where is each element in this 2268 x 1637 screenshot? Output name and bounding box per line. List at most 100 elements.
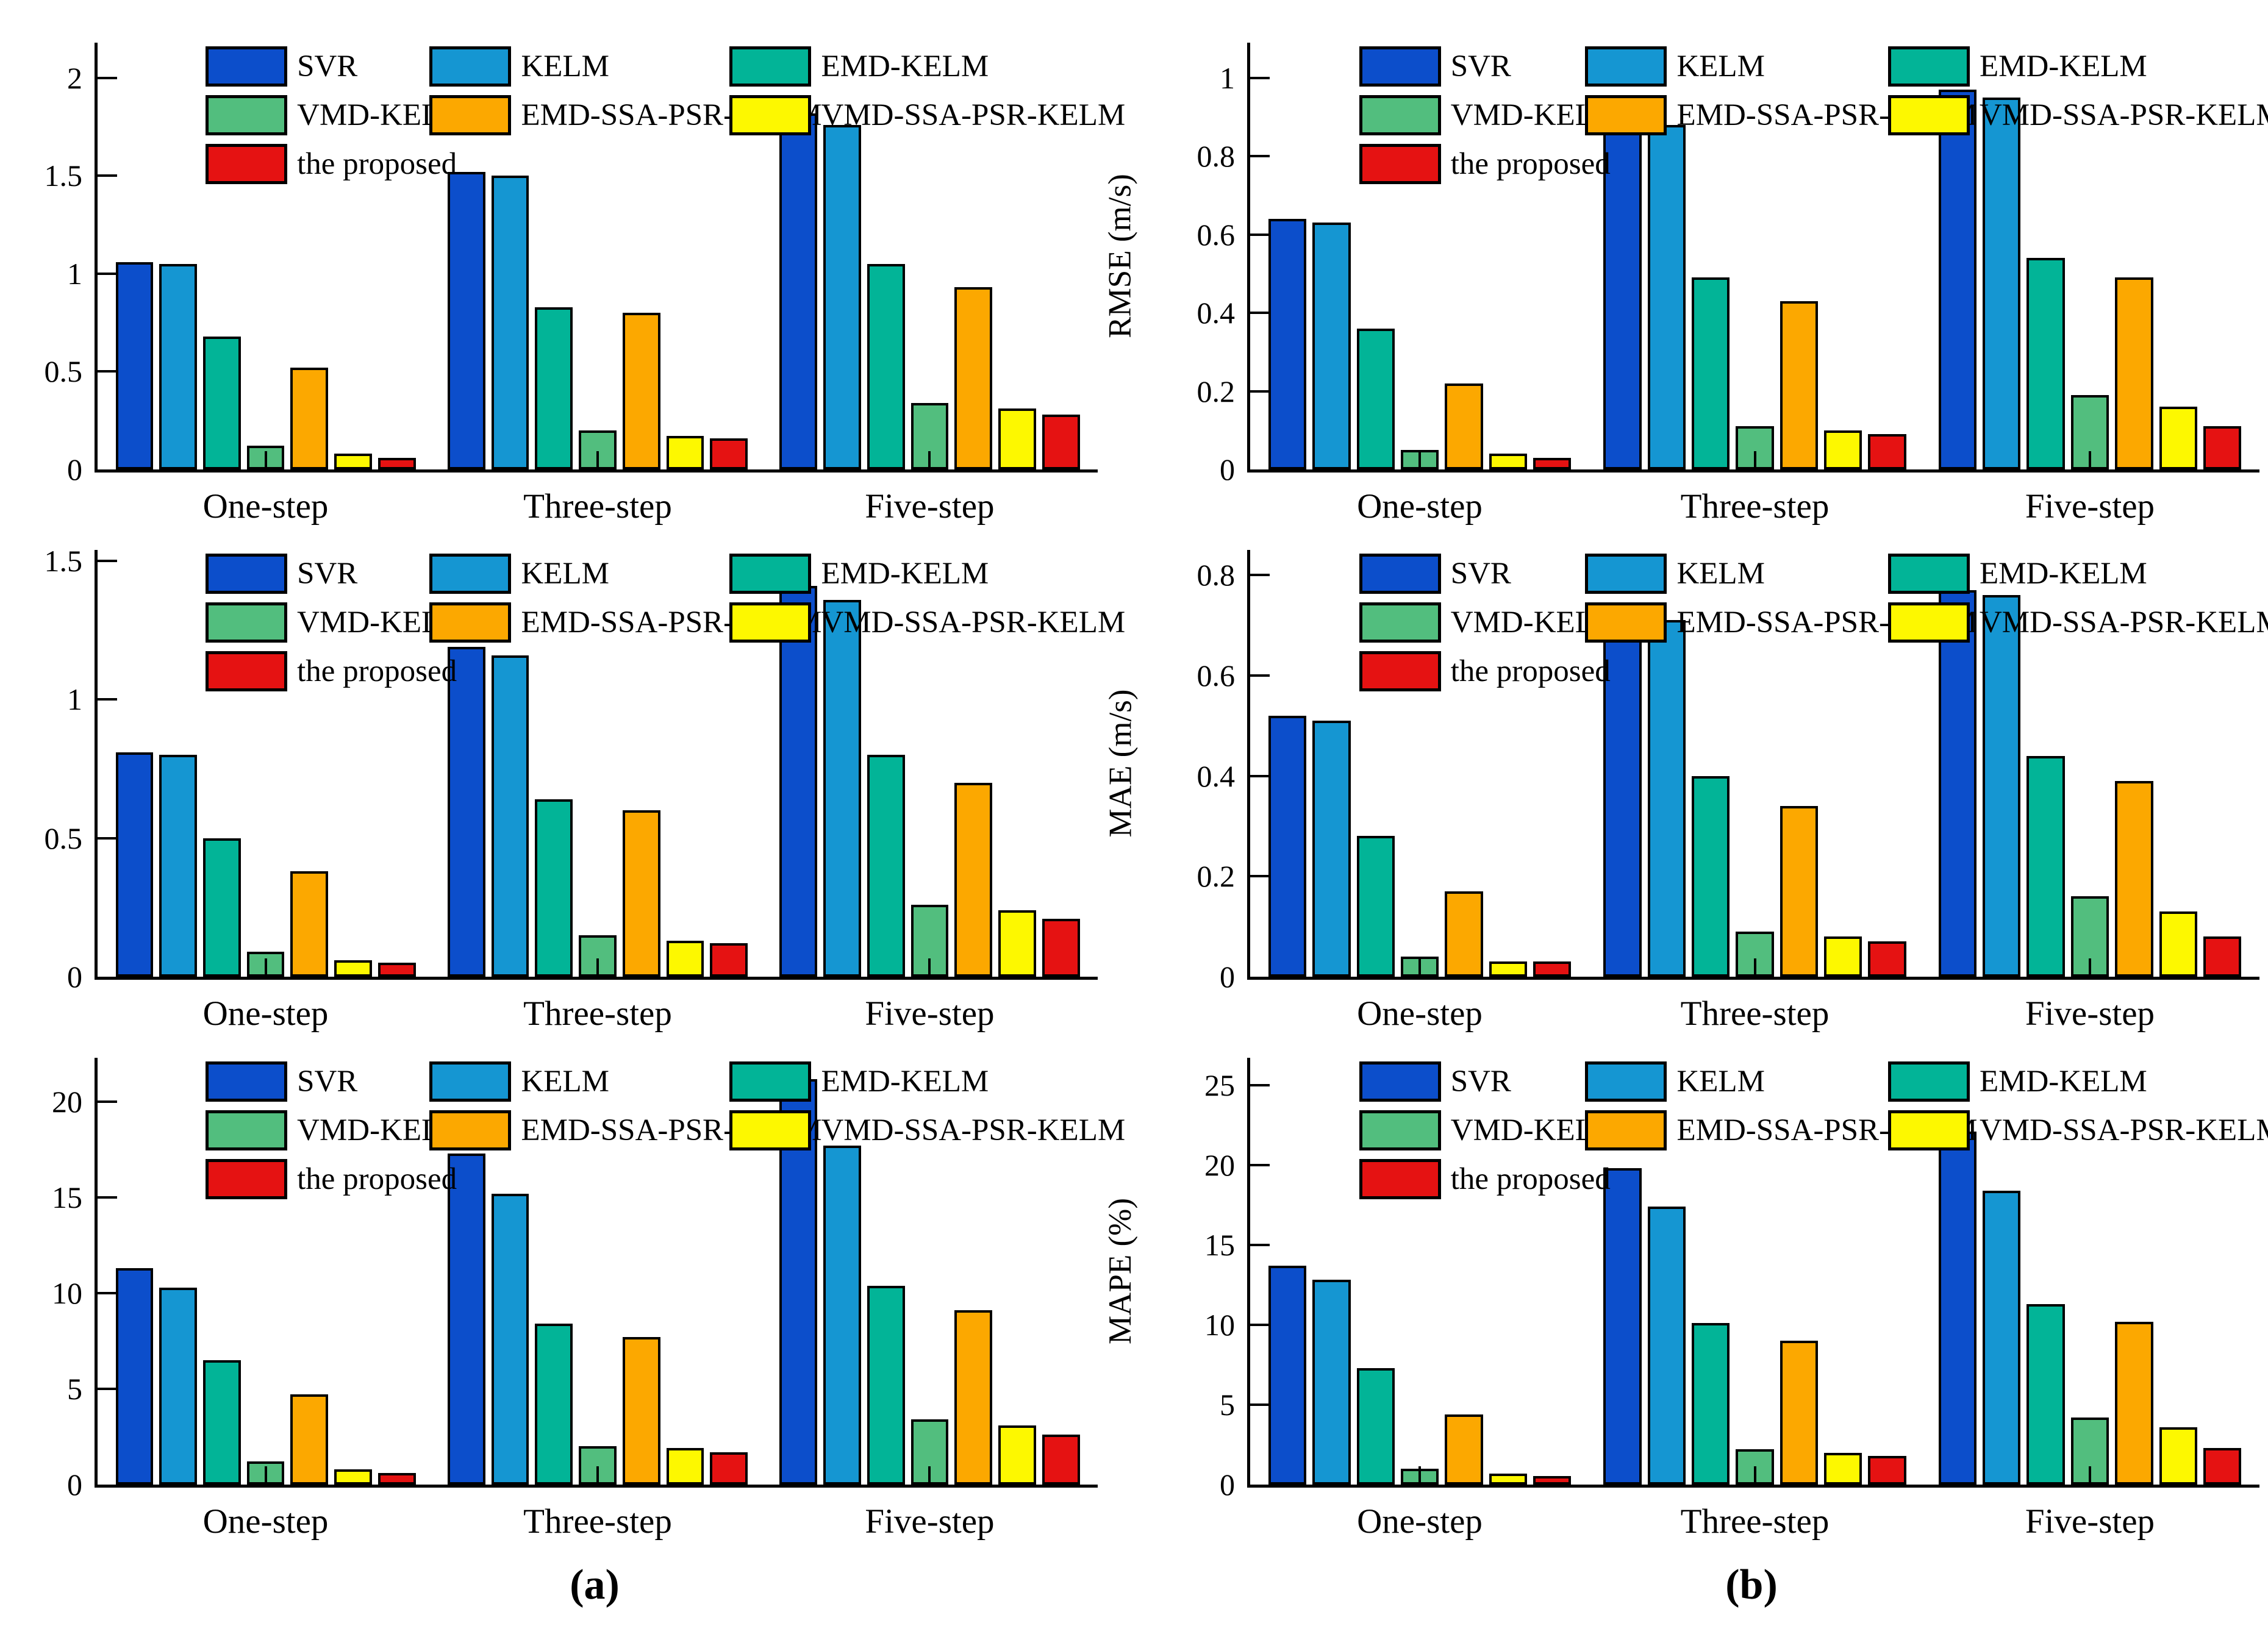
y-tick-mark [1250,233,1270,236]
legend-swatch-emd-ssa-psr-kelm [1585,1110,1667,1150]
y-tick-mark [98,272,117,275]
legend-swatch-emd-kelm [729,46,812,87]
legend-swatch-kelm [1585,554,1667,594]
bar [1268,1265,1307,1485]
legend-entry: the proposed [1359,144,1611,184]
x-tick-mark [928,958,931,977]
bar [1983,595,2021,977]
legend-swatch-vmd-kelm [1359,602,1441,643]
legend-swatch-emd-ssa-psr-kelm [1585,602,1667,643]
bar [290,368,329,469]
legend-swatch-svr [1359,46,1441,87]
x-tick-mark [2088,958,2091,977]
legend-label: VMD-SSA-PSR-KELM [821,605,1126,640]
bar [1780,1341,1819,1485]
bar [1938,590,1977,977]
bar [823,1146,861,1485]
legend-entry: EMD-KELM [1887,1061,2147,1102]
bar [1824,430,1862,469]
y-tick-label: 0.6 [1197,217,1236,252]
bar [448,1153,485,1485]
legend-swatch-emd-kelm [729,1061,812,1102]
legend-entry: SVR [1359,554,1511,594]
legend-entry: EMD-KELM [729,46,989,87]
bar [1868,434,1906,469]
panel-rmse-b: RMSE (m/s) 0 0.2 0.4 0.6 0.8 1 One-step Three-st… [1103,43,2268,526]
y-tick-label: 0.2 [1197,859,1236,894]
bar [202,1360,241,1485]
bar [290,871,329,977]
legend-swatch-vmd-kelm [1359,1110,1441,1150]
bar [2027,258,2065,469]
legend-entry: EMD-KELM [729,1061,989,1102]
y-tick-mark [98,836,117,840]
legend-entry: the proposed [206,144,457,184]
legend-swatch-vmd-kelm [206,1110,288,1150]
bar-group-five-step [1938,43,2242,469]
bar [1736,931,1774,977]
bar [1983,1190,2021,1485]
legend-swatch-kelm [1585,46,1667,87]
bar [1489,961,1527,977]
bar [1268,715,1307,977]
legend-entry: VMD-SSA-PSR-KELM [729,1110,1125,1150]
y-tick-label: 0 [1220,1468,1235,1502]
y-tick-label: 0.4 [1197,296,1236,330]
caption-subfigure-a: (a) [570,1561,620,1608]
bar [535,1324,573,1485]
legend-swatch-vmd-ssa-psr-kelm [729,1110,812,1150]
legend-label: VMD-SSA-PSR-KELM [1979,98,2268,132]
y-tick-mark [98,698,117,701]
bar [622,313,660,469]
y-tick-mark [1250,76,1270,79]
bar [1824,936,1862,977]
bar [1824,1452,1862,1485]
bar [491,1193,529,1485]
legend-entry: VMD-SSA-PSR-KELM [1887,95,2268,135]
x-tick-mark [1753,1466,1756,1485]
y-tick-mark [1250,390,1270,393]
y-tick-mark [1250,312,1270,315]
panel-mape-a: MAPE (%)05101520One-stepThree-stepFive-s… [52,1058,1125,1541]
x-category-label: Five-step [865,1502,995,1541]
x-tick-mark [928,1466,931,1485]
x-category-label: Three-step [1680,1502,1830,1541]
legend-swatch-the-proposed [1359,144,1441,184]
y-tick-label: 20 [1204,1147,1235,1182]
bar [1445,1414,1483,1485]
bar [535,799,573,977]
y-tick-label: 2 [67,60,82,95]
y-tick-mark [98,1196,117,1199]
legend-entry: EMD-KELM [1887,554,2147,594]
bar [779,113,818,469]
legend-entry: the proposed [1359,1159,1611,1199]
y-tick-label: 15 [52,1180,82,1215]
legend-entry: VMD-KELM [206,602,468,643]
y-tick-label: 10 [1204,1307,1235,1342]
bar [2159,1427,2197,1485]
bar [1868,941,1906,977]
bar-group-one-step [1268,1058,1572,1485]
bar [954,287,993,469]
legend-label: KELM [521,49,609,84]
bar [1603,605,1642,977]
x-tick-mark [596,451,599,469]
y-tick-mark [1250,155,1270,158]
legend-label: EMD-KELM [1979,1065,2147,1099]
bar-group-five-step [1938,1058,2242,1485]
bar-group-one-step [1268,550,1572,977]
bar [1533,457,1572,469]
legend-entry: the proposed [206,651,457,691]
y-tick-mark [1250,1403,1270,1406]
legend-label: SVR [1450,1065,1511,1099]
y-tick-mark [1250,774,1270,777]
x-category-label: One-step [1357,994,1483,1033]
x-tick-mark [1418,958,1422,977]
y-tick-label: 0 [1220,452,1235,487]
legend-swatch-vmd-ssa-psr-kelm [1887,95,1970,135]
y-tick-label: 5 [67,1372,82,1407]
y-axis-title: MAPE (%) [1103,1198,1139,1344]
legend-swatch-emd-ssa-psr-kelm [1585,95,1667,135]
legend-label: the proposed [1450,147,1611,181]
y-tick-label: 20 [52,1085,82,1119]
